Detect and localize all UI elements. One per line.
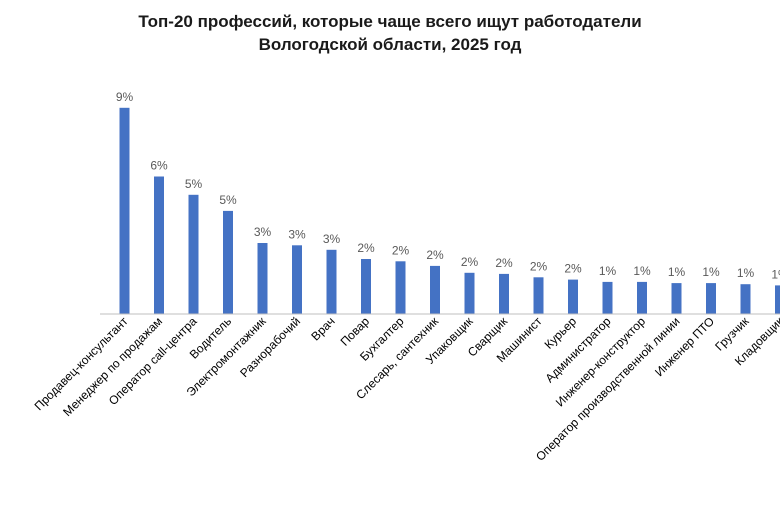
data-label: 1%	[633, 264, 651, 278]
data-label: 1%	[668, 265, 686, 279]
data-label: 1%	[599, 264, 617, 278]
bar	[361, 259, 371, 314]
bar	[326, 249, 337, 314]
data-label: 5%	[219, 193, 237, 207]
bar	[740, 284, 751, 314]
data-label: 1%	[771, 267, 780, 281]
chart-title-line-1: Топ-20 профессий, которые чаще всего ищу…	[138, 12, 642, 31]
data-label: 3%	[254, 225, 272, 239]
bar	[395, 261, 406, 314]
bar	[257, 243, 268, 314]
data-label: 2%	[426, 248, 444, 262]
data-label: 3%	[323, 232, 341, 246]
bar	[602, 281, 613, 314]
data-label: 2%	[495, 256, 513, 270]
category-tick-label: Разнорабочий	[237, 314, 303, 380]
bar	[706, 283, 716, 314]
data-label: 2%	[357, 241, 375, 255]
data-label: 3%	[288, 227, 306, 241]
data-label: 2%	[564, 262, 582, 276]
bar	[568, 279, 578, 314]
bar	[223, 210, 233, 314]
chart-title-line-2: Вологодской области, 2025 год	[258, 35, 522, 54]
data-label: 2%	[461, 255, 479, 269]
bar	[637, 281, 647, 314]
data-label: 2%	[530, 259, 548, 273]
bar	[292, 245, 302, 315]
bar	[499, 273, 509, 314]
data-label: 2%	[392, 243, 410, 257]
data-label: 1%	[737, 266, 755, 280]
chart-title: Топ-20 профессий, которые чаще всего ищу…	[0, 10, 780, 56]
bar	[430, 265, 440, 314]
bar	[464, 272, 475, 315]
bar	[775, 285, 780, 314]
bar	[671, 283, 682, 314]
data-label: 5%	[185, 177, 203, 191]
bar	[154, 176, 164, 314]
bar	[533, 277, 544, 314]
data-label: 1%	[702, 265, 720, 279]
data-label: 6%	[150, 159, 168, 173]
data-label: 9%	[116, 90, 134, 104]
bar	[119, 107, 130, 315]
bar	[188, 194, 199, 314]
category-tick-label: Врач	[308, 314, 337, 343]
